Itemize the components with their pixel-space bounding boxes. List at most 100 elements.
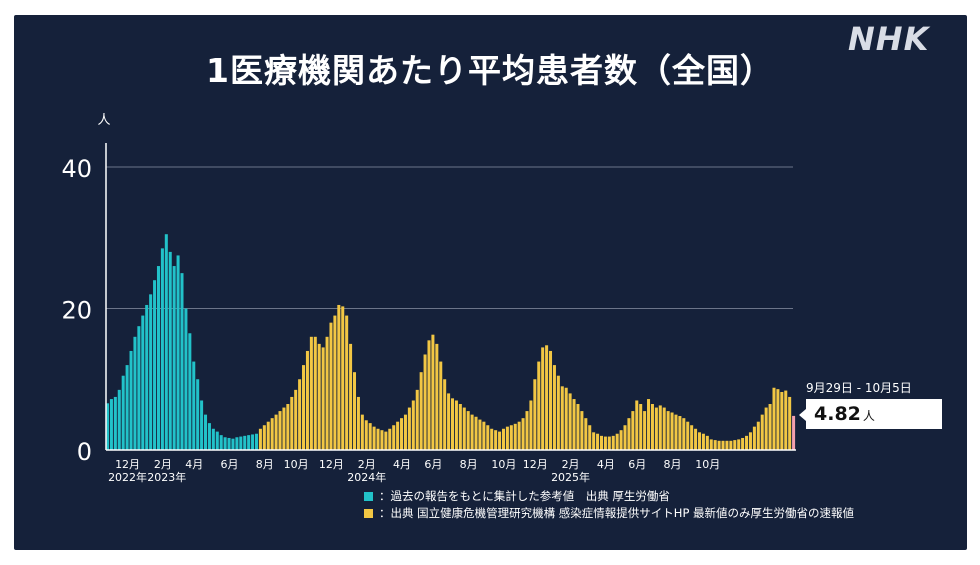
x-tick-label: 12月 bbox=[319, 458, 344, 471]
bar bbox=[231, 438, 235, 450]
legend-swatch-current bbox=[364, 508, 373, 518]
bar bbox=[588, 425, 592, 450]
x-tick-label: 4月 bbox=[393, 458, 411, 471]
bar bbox=[247, 435, 251, 450]
y-tick-label: 0 bbox=[77, 438, 92, 466]
bar bbox=[188, 333, 192, 450]
bar bbox=[109, 399, 113, 450]
bar bbox=[200, 400, 204, 450]
bar bbox=[549, 350, 553, 450]
legend-item-current: ：出典 国立健康危機管理研究機構 感染症情報提供サイトHP 最新値のみ厚生労働省… bbox=[364, 505, 854, 521]
bar bbox=[325, 336, 329, 450]
bar bbox=[141, 315, 145, 450]
legend-item-past: ：過去の報告をもとに集計した参考値 出典 厚生労働省 bbox=[364, 488, 670, 504]
chart-title: 1医療機関あたり平均患者数（全国） bbox=[206, 51, 774, 90]
bar bbox=[682, 418, 686, 450]
bar bbox=[396, 421, 400, 450]
bar bbox=[666, 411, 670, 450]
nhk-logo: NHK bbox=[848, 20, 930, 58]
bar bbox=[356, 396, 360, 450]
bar bbox=[321, 347, 325, 450]
x-tick-label: 4月 bbox=[185, 458, 203, 471]
x-tick-label: 10月 bbox=[284, 458, 309, 471]
x-tick-label: 2月 bbox=[154, 458, 172, 471]
bar bbox=[349, 343, 353, 451]
bar bbox=[576, 404, 580, 450]
bar bbox=[654, 407, 658, 450]
bar bbox=[592, 432, 596, 450]
bar bbox=[650, 404, 654, 450]
bar bbox=[392, 425, 396, 450]
bar bbox=[352, 372, 357, 450]
bar bbox=[513, 423, 517, 450]
bar bbox=[384, 431, 388, 450]
bar bbox=[106, 403, 110, 450]
bar bbox=[596, 433, 600, 450]
bar bbox=[329, 322, 333, 450]
bar bbox=[611, 435, 615, 450]
bar bbox=[694, 428, 698, 450]
bar bbox=[752, 426, 756, 450]
bar bbox=[760, 414, 764, 451]
x-tick-label: 4月 bbox=[597, 458, 615, 471]
x-year-label: 2024年 bbox=[347, 470, 386, 484]
bar bbox=[756, 421, 760, 450]
bar bbox=[415, 389, 419, 450]
bar bbox=[266, 421, 270, 450]
bars bbox=[106, 234, 796, 451]
x-tick-label: 12月 bbox=[115, 458, 140, 471]
bar bbox=[180, 273, 184, 451]
bar bbox=[505, 426, 509, 450]
bar bbox=[309, 336, 313, 450]
bar bbox=[227, 437, 231, 450]
axes: 0 20 40 人 12月 2月 4月 6月 8月 10月 12月 2月 4月 6月 8月 10月 12月 2月 4… bbox=[61, 113, 796, 484]
bar bbox=[243, 435, 247, 450]
bar bbox=[380, 430, 384, 450]
bar bbox=[737, 439, 741, 450]
bar bbox=[176, 255, 180, 450]
bar bbox=[709, 439, 713, 450]
bar bbox=[388, 428, 392, 450]
x-year-label: 2022年 bbox=[108, 470, 147, 484]
y-axis-label: 人 bbox=[97, 113, 110, 128]
bar bbox=[717, 440, 721, 450]
x-year-label: 2023年 bbox=[147, 470, 186, 484]
bar bbox=[776, 389, 780, 450]
bar bbox=[153, 280, 157, 450]
bar bbox=[439, 361, 443, 450]
x-tick-label: 2月 bbox=[358, 458, 376, 471]
bar bbox=[697, 432, 702, 450]
bar bbox=[474, 416, 478, 450]
bar bbox=[674, 414, 678, 451]
bar bbox=[584, 418, 588, 450]
bar bbox=[643, 411, 647, 450]
bar bbox=[784, 390, 788, 450]
bar bbox=[419, 372, 423, 450]
x-tick-label: 2月 bbox=[562, 458, 580, 471]
bar bbox=[733, 440, 737, 450]
bar bbox=[313, 336, 317, 450]
bar bbox=[603, 436, 607, 450]
bar bbox=[270, 418, 274, 450]
bar bbox=[113, 396, 117, 450]
bar bbox=[207, 423, 211, 450]
bar bbox=[721, 440, 725, 450]
bar bbox=[211, 428, 215, 450]
bar bbox=[403, 414, 407, 451]
gridlines bbox=[106, 166, 793, 309]
bar bbox=[701, 433, 705, 450]
bar bbox=[447, 393, 451, 450]
bar bbox=[294, 389, 298, 450]
bar bbox=[788, 396, 792, 450]
bar bbox=[196, 379, 200, 450]
bar bbox=[286, 404, 290, 450]
legend-label-past: ：過去の報告をもとに集計した参考値 出典 厚生労働省 bbox=[379, 489, 670, 503]
bar bbox=[223, 437, 227, 450]
bar bbox=[525, 411, 529, 450]
x-tick-label: 10月 bbox=[695, 458, 720, 471]
bar bbox=[454, 400, 458, 450]
bar bbox=[552, 365, 556, 450]
bar bbox=[498, 431, 502, 450]
callout-pointer bbox=[799, 409, 806, 421]
bar bbox=[490, 428, 494, 450]
